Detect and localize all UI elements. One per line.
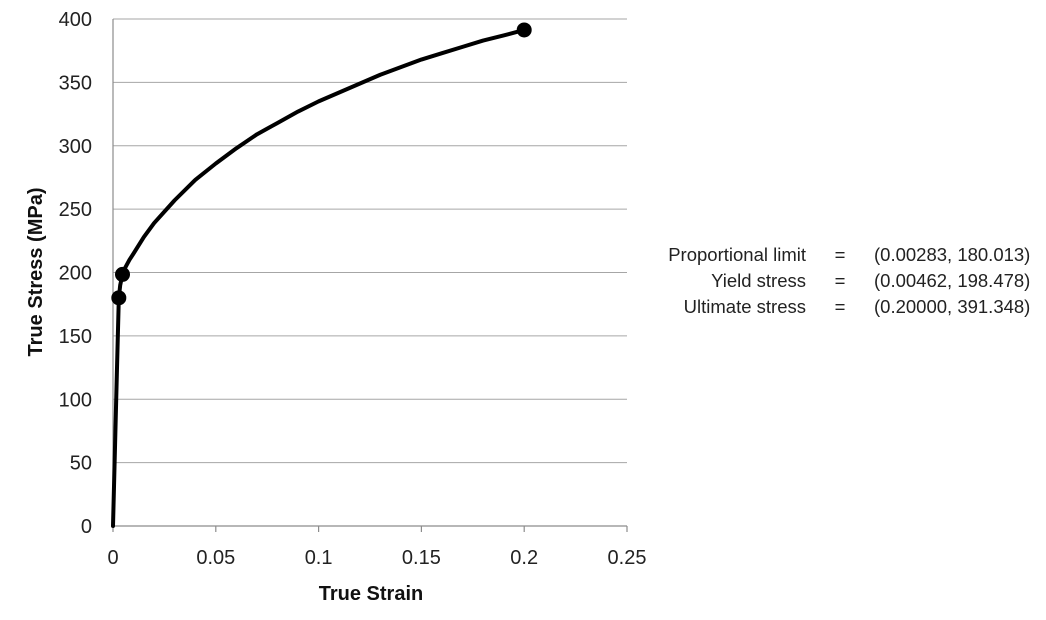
key-points-annotation: Proportional limit = (0.00283, 180.013) … <box>612 242 1030 320</box>
x-tick-label: 0.25 <box>608 547 647 569</box>
stress-strain-curve <box>111 27 527 528</box>
marker-layer <box>111 22 532 306</box>
y-tick-label: 50 <box>70 453 92 475</box>
y-axis-title: True Stress (MPa) <box>25 188 47 357</box>
y-tick-label: 0 <box>81 516 92 538</box>
marker-proportional-limit <box>111 290 127 306</box>
annotation-row-yield-stress: Yield stress = (0.00462, 198.478) <box>612 268 1030 294</box>
annotation-value: (0.00283, 180.013) <box>874 244 1031 265</box>
x-tick-label: 0 <box>107 547 118 569</box>
annotation-equals: = <box>834 296 846 317</box>
x-tick-label: 0.15 <box>402 547 441 569</box>
x-axis-title: True Strain <box>319 583 423 605</box>
annotation-equals: = <box>834 270 846 291</box>
y-tick-label: 150 <box>59 326 92 348</box>
y-tick-label: 350 <box>59 72 92 94</box>
y-tick-label: 250 <box>59 199 92 221</box>
annotation-value: (0.20000, 391.348) <box>874 296 1031 317</box>
x-tick-label: 0.1 <box>305 547 333 569</box>
annotation-row-proportional-limit: Proportional limit = (0.00283, 180.013) <box>612 242 1030 268</box>
x-tick-label: 0.05 <box>196 547 235 569</box>
tick-labels: 0 50 100 150 200 250 300 350 400 0 0.05 0.1 0.15 0.2 0… <box>59 9 647 569</box>
x-tick-label: 0.2 <box>510 547 538 569</box>
grid-lines <box>113 18 627 464</box>
annotation-label: Ultimate stress <box>683 296 806 317</box>
marker-yield-stress <box>114 266 130 282</box>
axes <box>112 19 628 532</box>
y-tick-label: 100 <box>59 389 92 411</box>
curve-layer <box>111 27 527 528</box>
y-tick-label: 200 <box>59 263 92 285</box>
y-tick-label: 300 <box>59 136 92 158</box>
annotation-label: Yield stress <box>711 270 806 291</box>
annotation-equals: = <box>834 244 846 265</box>
annotation-label: Proportional limit <box>668 244 806 265</box>
y-tick-label: 400 <box>59 9 92 31</box>
marker-ultimate-stress <box>516 22 532 38</box>
annotation-row-ultimate-stress: Ultimate stress = (0.20000, 391.348) <box>612 294 1031 320</box>
annotation-value: (0.00462, 198.478) <box>874 270 1031 291</box>
